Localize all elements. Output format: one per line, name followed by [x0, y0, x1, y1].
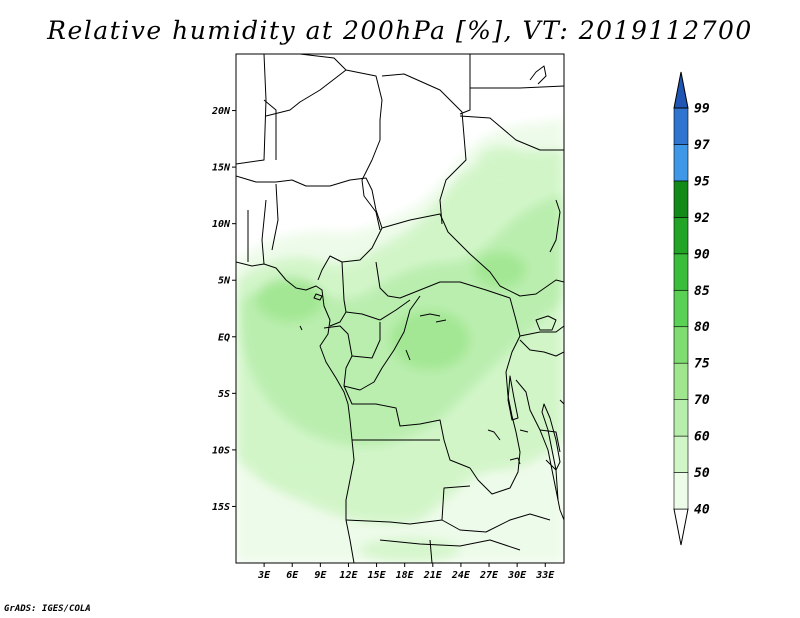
colorbar-box — [673, 289, 689, 328]
colorbar-box — [673, 362, 689, 400]
lat-tick-label: 15N — [212, 163, 231, 174]
colorbar-label: 97 — [694, 138, 710, 153]
lon-tick-label: 3E — [257, 570, 271, 581]
lat-tick-label: 10S — [212, 445, 230, 456]
colorbar-label: 95 — [694, 174, 710, 189]
page-title: Relative humidity at 200hPa [%], VT: 201… — [47, 16, 753, 45]
colorbar-label: 40 — [694, 503, 710, 518]
colorbar-label: 90 — [694, 247, 710, 262]
country-boundaries — [236, 54, 564, 563]
lon-tick-label: 9E — [314, 570, 327, 581]
colorbar-box — [673, 472, 689, 510]
colorbar-box — [673, 107, 689, 145]
lon-tick-label: 18E — [396, 570, 415, 581]
lat-tick-label: EQ — [218, 332, 230, 343]
lat-tick-label: 20N — [211, 106, 231, 117]
lon-tick-label: 30E — [507, 570, 527, 581]
colorbar-box — [673, 435, 689, 473]
colorbar-label: 99 — [694, 102, 710, 117]
colorbar-box — [673, 399, 689, 437]
colorbar-label: 92 — [694, 211, 710, 226]
map-frame — [235, 53, 565, 564]
lon-tick-label: 15E — [368, 570, 387, 581]
lon-tick-label: 33E — [535, 570, 555, 581]
colorbar-label: 50 — [694, 466, 710, 481]
lon-tick-label: 24E — [451, 570, 471, 581]
latitude-axis: 20N 15N 10N 5N EQ 5S 10S 15S — [211, 106, 236, 513]
lon-tick-label: 6E — [286, 570, 299, 581]
longitude-axis: 3E 6E 9E 12E 15E 18E 21E 24E 27E 30E 33E — [257, 563, 555, 581]
colorbar: 40 50 60 70 75 80 85 90 92 95 97 99 — [673, 71, 710, 546]
lon-tick-label: 21E — [423, 570, 443, 581]
colorbar-box — [673, 217, 689, 255]
colorbar-lower-triangle — [673, 508, 689, 546]
lon-tick-label: 27E — [479, 570, 499, 581]
lon-tick-label: 12E — [339, 570, 358, 581]
lat-tick-label: 5N — [218, 276, 231, 287]
colorbar-box — [673, 180, 689, 218]
colorbar-upper-triangle — [673, 71, 689, 109]
colorbar-box — [673, 144, 689, 182]
colorbar-label: 60 — [694, 430, 710, 445]
lat-tick-label: 15S — [212, 502, 230, 513]
humidity-field — [236, 54, 564, 563]
grads-credit: GrADS: IGES/COLA — [4, 604, 91, 614]
colorbar-box — [673, 326, 689, 364]
lat-tick-label: 10N — [212, 219, 231, 230]
colorbar-label: 85 — [694, 284, 710, 299]
colorbar-label: 70 — [694, 393, 710, 408]
colorbar-label: 75 — [694, 357, 710, 372]
colorbar-label: 80 — [694, 320, 710, 335]
lat-tick-label: 5S — [218, 389, 230, 400]
colorbar-box — [673, 253, 689, 291]
